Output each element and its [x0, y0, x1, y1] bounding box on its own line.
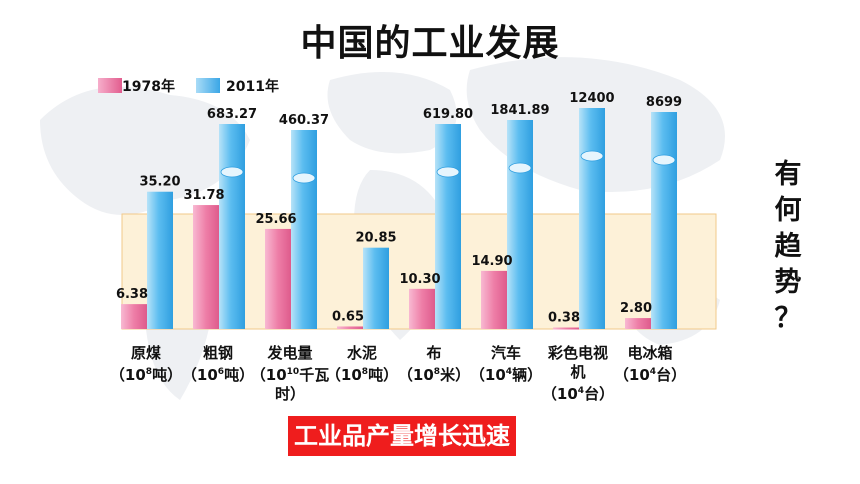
- category-label: 电冰箱 （104台）: [610, 344, 690, 385]
- category-name: 粗钢: [202, 344, 233, 362]
- legend-label-2011: 2011年: [226, 79, 279, 95]
- bar-2011: [579, 108, 605, 329]
- data-label-2011: 35.20: [139, 175, 180, 190]
- category-unit: （108吨）: [109, 366, 183, 384]
- data-label-1978: 14.90: [471, 254, 512, 269]
- data-label-2011: 460.37: [279, 113, 329, 128]
- bar-1978: [553, 327, 579, 330]
- data-label-1978: 25.66: [255, 212, 296, 227]
- category-label: 水泥 （108吨）: [322, 344, 402, 385]
- category-unit: （106吨）: [181, 366, 255, 384]
- data-label-1978: 0.38: [548, 311, 580, 326]
- data-label-2011: 8699: [646, 95, 682, 110]
- scale-break-mark: [436, 166, 460, 178]
- bar-1978: [481, 270, 507, 329]
- legend-label-1978: 1978年: [122, 79, 175, 95]
- data-label-2011: 683.27: [207, 107, 257, 122]
- category-unit: （108吨）: [325, 366, 399, 384]
- scale-break-mark: [292, 172, 316, 184]
- bar-2011: [435, 124, 461, 329]
- category-name: 彩色电视: [547, 344, 608, 362]
- category-name: 水泥: [346, 344, 377, 362]
- data-label-2011: 619.80: [423, 107, 473, 122]
- category-label: 发电量 （1010千瓦 时）: [250, 344, 330, 404]
- bar-1978: [409, 288, 435, 329]
- category-name: 原煤: [130, 344, 161, 362]
- category-unit: （108米）: [397, 366, 471, 384]
- category-label: 原煤 （108吨）: [106, 344, 186, 385]
- bar-2011: [291, 130, 317, 329]
- data-label-1978: 31.78: [183, 188, 224, 203]
- scale-break-mark: [508, 162, 532, 174]
- category-name: 发电量: [267, 344, 313, 362]
- bar-1978: [121, 304, 147, 329]
- bar-1978: [337, 326, 363, 329]
- scale-break-mark: [580, 150, 604, 162]
- legend-swatch-1978: [98, 78, 122, 93]
- data-label-1978: 0.65: [332, 309, 364, 324]
- scale-break-mark: [652, 154, 676, 166]
- category-name: 电冰箱: [627, 344, 673, 362]
- data-label-2011: 1841.89: [490, 103, 549, 118]
- bar-1978: [265, 228, 291, 329]
- category-unit: （104辆）: [469, 366, 543, 384]
- side-question: 有 何 趋 势 ？: [766, 157, 810, 337]
- question-char: ？: [774, 303, 802, 334]
- category-unit: （104台）: [613, 366, 687, 384]
- bar-1978: [193, 205, 219, 329]
- bar-2011: [507, 120, 533, 329]
- question-char: 有: [774, 159, 802, 190]
- bar-2011: [651, 112, 677, 329]
- data-label-1978: 10.30: [399, 272, 440, 287]
- page-title: 中国的工业发展: [300, 23, 560, 64]
- bar-1978: [625, 318, 651, 329]
- category-label: 彩色电视机 （104台）: [538, 344, 618, 404]
- conclusion-banner: 工业品产量增长迅速: [288, 416, 516, 456]
- category-unit: （1010千瓦: [250, 366, 330, 384]
- question-char: 趋: [774, 231, 802, 262]
- category-name: 汽车: [490, 344, 521, 362]
- bar-2011: [147, 191, 173, 329]
- category-name-line2: 机: [570, 363, 586, 381]
- data-label-2011: 12400: [569, 91, 614, 106]
- category-label: 布 （108米）: [394, 344, 474, 385]
- data-label-2011: 20.85: [355, 231, 396, 246]
- scale-break-mark: [220, 166, 244, 178]
- category-unit: （104台）: [541, 385, 615, 403]
- bar-2011: [219, 124, 245, 329]
- category-label: 汽车 （104辆）: [466, 344, 546, 385]
- question-char: 势: [774, 267, 802, 298]
- category-label: 粗钢 （106吨）: [178, 344, 258, 385]
- data-label-1978: 6.38: [116, 287, 148, 302]
- data-label-1978: 2.80: [620, 301, 652, 316]
- category-unit-line2: 时）: [274, 385, 305, 403]
- question-char: 何: [774, 195, 802, 226]
- legend-swatch-2011: [196, 78, 220, 93]
- category-name: 布: [426, 344, 442, 362]
- bar-2011: [363, 247, 389, 329]
